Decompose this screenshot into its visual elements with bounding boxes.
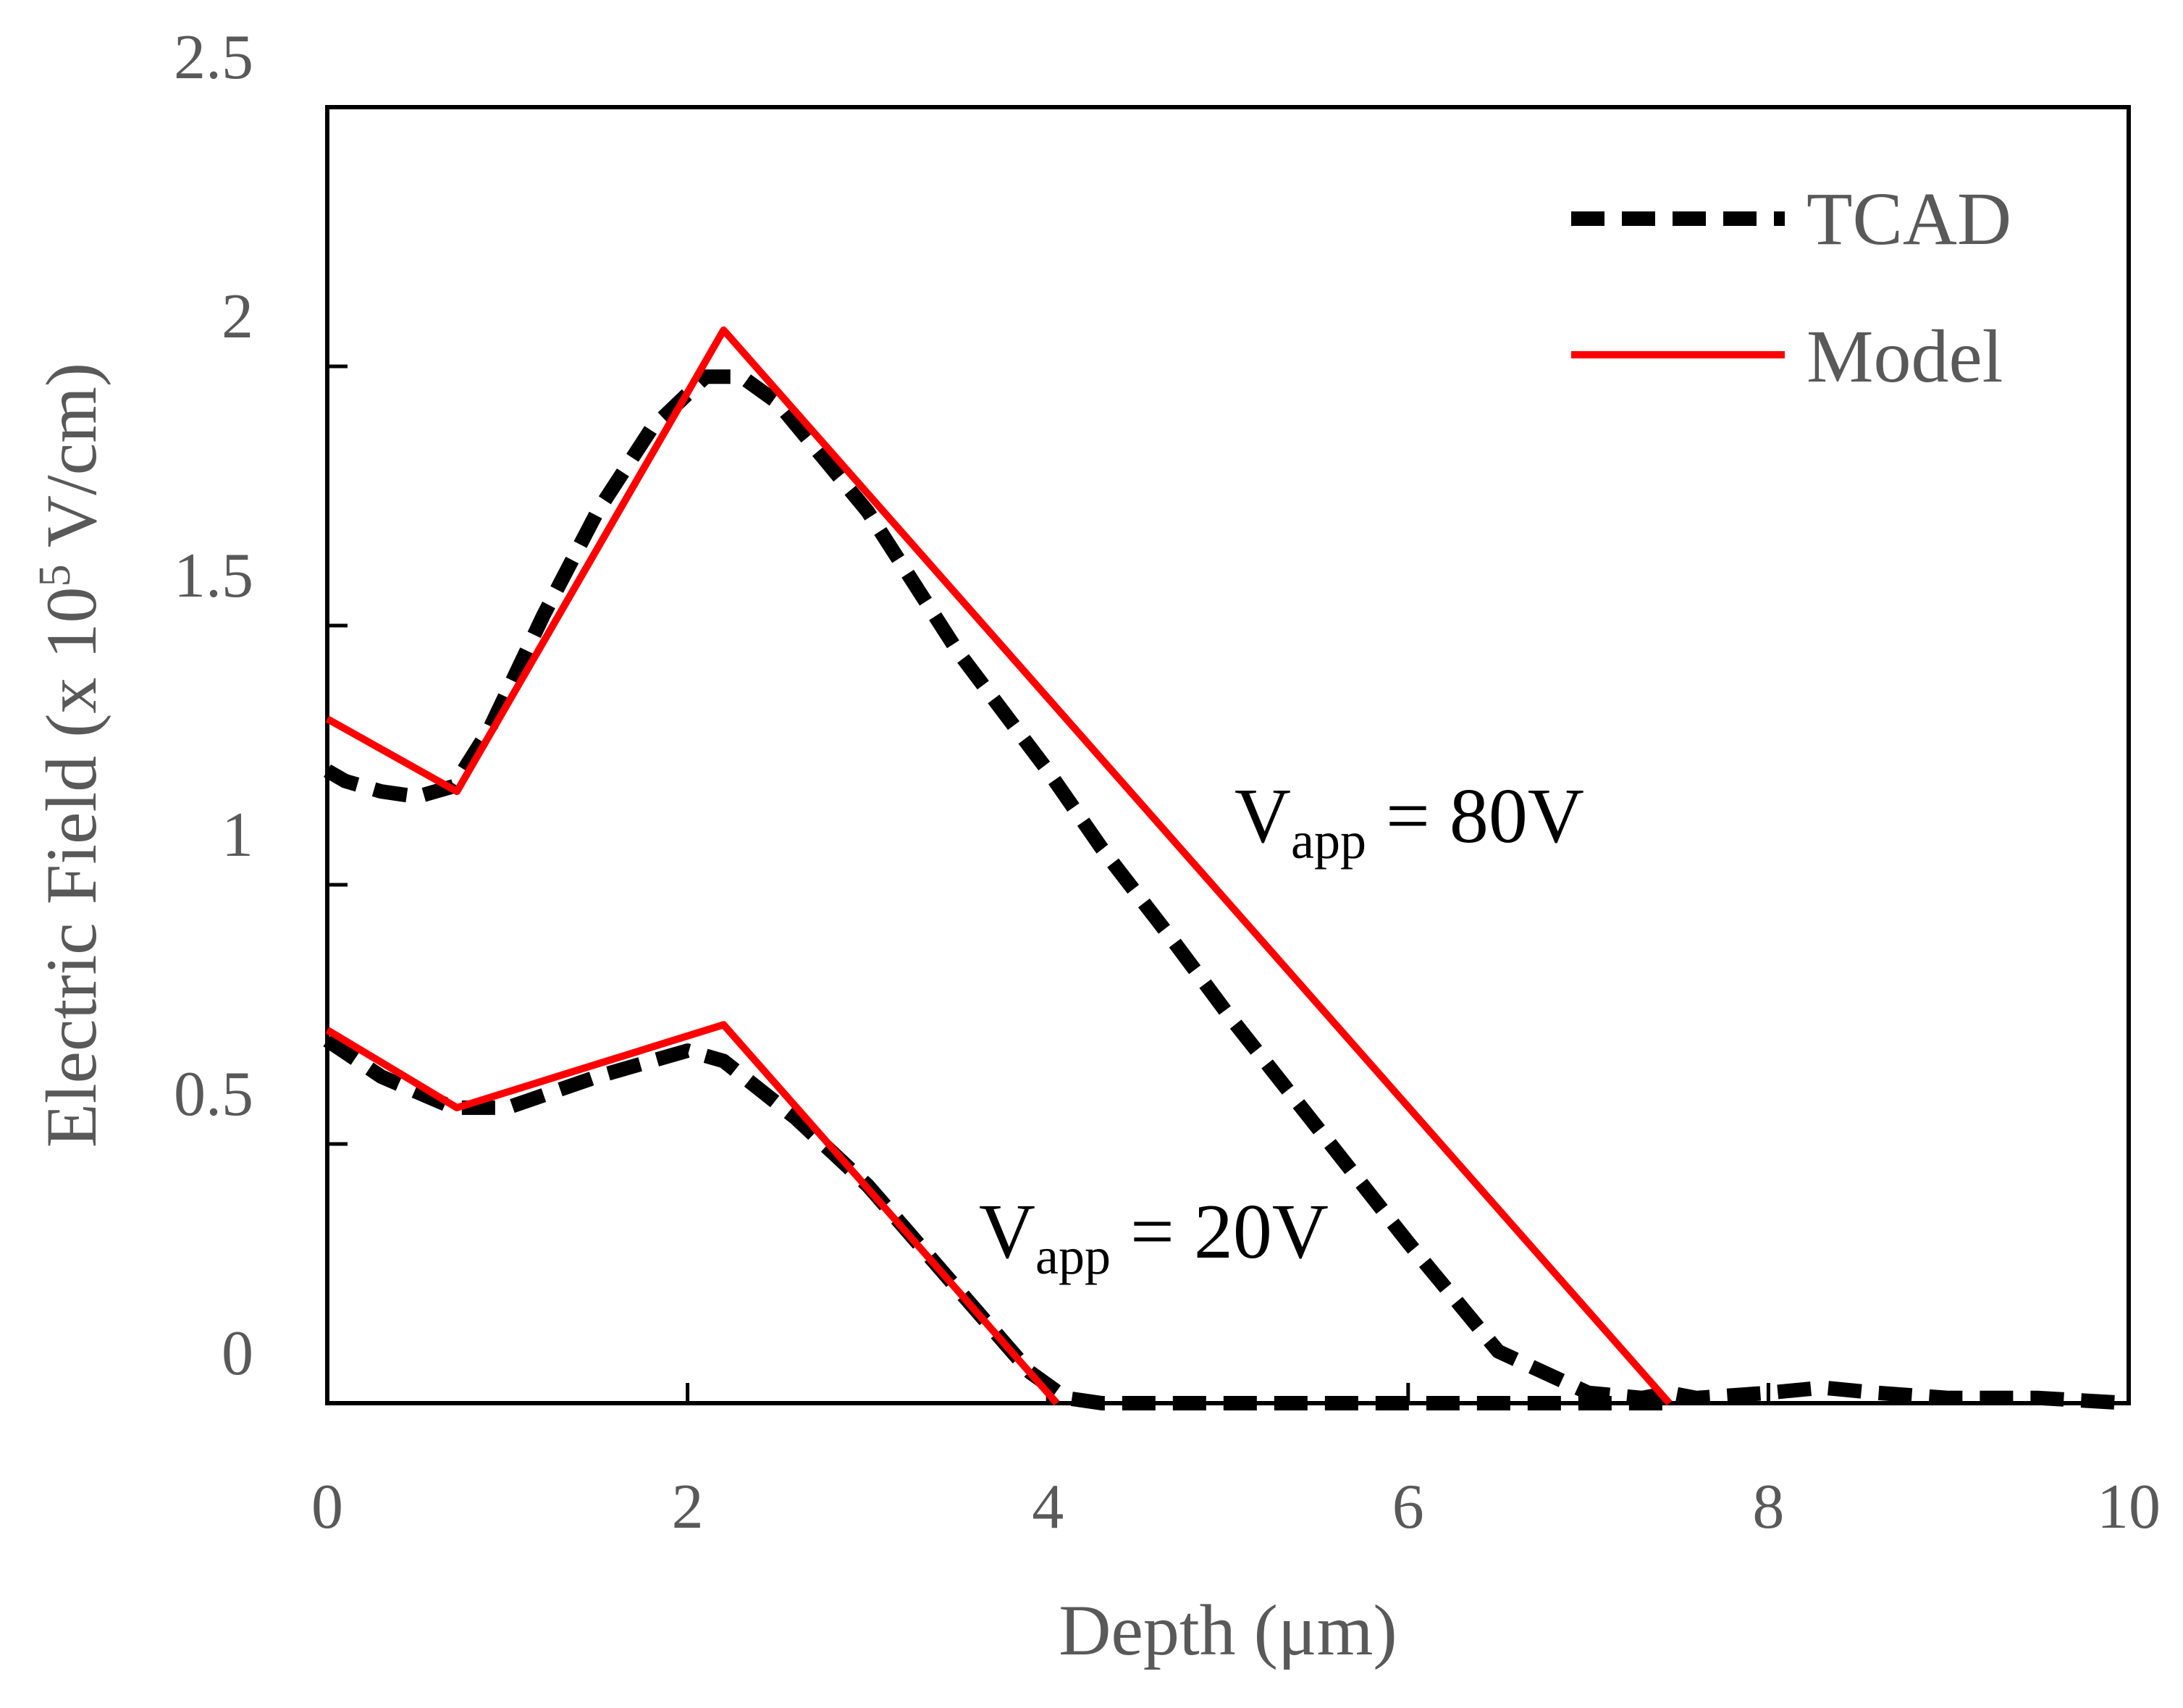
y-axis-ticks: 0 0.5 1 1.5 2 2.5 [174,22,348,1389]
x-tick-label: 0 [311,1472,343,1542]
y-axis-title-text: Electric Field (x 10 [31,586,112,1148]
y-axis-title: Electric Field (x 105 V/cm) [30,363,112,1148]
y-tick-label: 0.5 [174,1059,253,1129]
annotation-vapp-20v-main: V [979,1189,1035,1275]
annotation-vapp-80v: Vapp = 80V [1234,773,1584,870]
legend-label-model: Model [1806,315,2003,398]
model-series-line-3 [325,1021,1060,1406]
annotation-vapp-80v-main: V [1234,773,1291,859]
x-tick-label: 10 [2097,1472,2161,1542]
legend-label-tcad: TCAD [1806,177,2011,261]
x-tick-label: 8 [1752,1472,1784,1542]
annotation-vapp-20v-sub: app [1035,1227,1111,1285]
annotation-vapp-20v-rest: = 20V [1111,1189,1329,1275]
model-series-line-1 [325,326,1673,1406]
series-layer [323,326,2129,1410]
tcad-series-line-0 [324,369,2129,1410]
y-axis-title-unit: V/cm) [31,363,112,565]
y-tick-label: 0 [222,1318,253,1389]
x-tick-label: 4 [1032,1472,1064,1542]
x-tick-label: 2 [672,1472,704,1542]
y-tick-label: 1 [222,800,253,870]
legend: TCAD Model [1571,177,2011,398]
annotation-vapp-20v: Vapp = 20V [979,1189,1329,1285]
y-tick-label: 2.5 [174,22,253,93]
annotation-vapp-80v-rest: = 80V [1366,773,1584,859]
annotation-vapp-80v-sub: app [1291,812,1366,870]
x-tick-label: 6 [1392,1472,1424,1542]
x-axis-title: Depth (μm) [1059,1590,1397,1670]
y-tick-label: 2 [222,282,253,352]
y-tick-label: 1.5 [174,541,253,611]
y-axis-title-superscript: 5 [30,564,80,586]
